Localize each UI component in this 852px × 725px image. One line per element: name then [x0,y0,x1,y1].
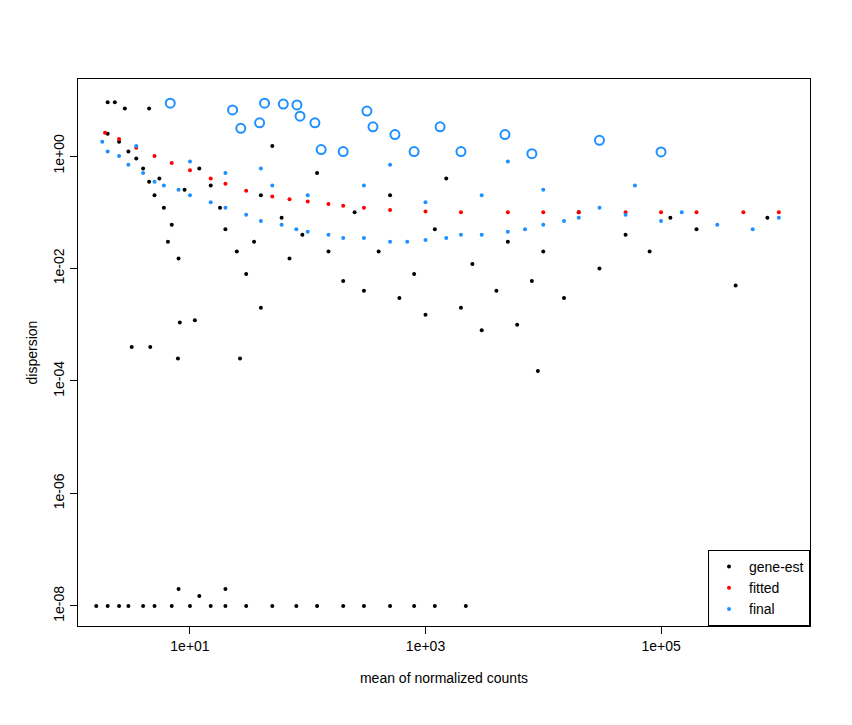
svg-text:1e+05: 1e+05 [641,638,681,654]
svg-text:mean of normalized counts: mean of normalized counts [360,670,528,686]
svg-text:gene-est: gene-est [749,559,804,575]
svg-text:final: final [749,601,775,617]
svg-text:1e-04: 1e-04 [51,361,67,397]
svg-text:1e+03: 1e+03 [406,638,446,654]
svg-text:1e+00: 1e+00 [51,134,67,174]
svg-text:1e-02: 1e-02 [51,248,67,284]
svg-text:1e-06: 1e-06 [51,473,67,509]
svg-text:1e+01: 1e+01 [170,638,210,654]
svg-text:dispersion: dispersion [24,321,40,385]
svg-text:1e-08: 1e-08 [51,586,67,622]
svg-text:fitted: fitted [749,580,779,596]
